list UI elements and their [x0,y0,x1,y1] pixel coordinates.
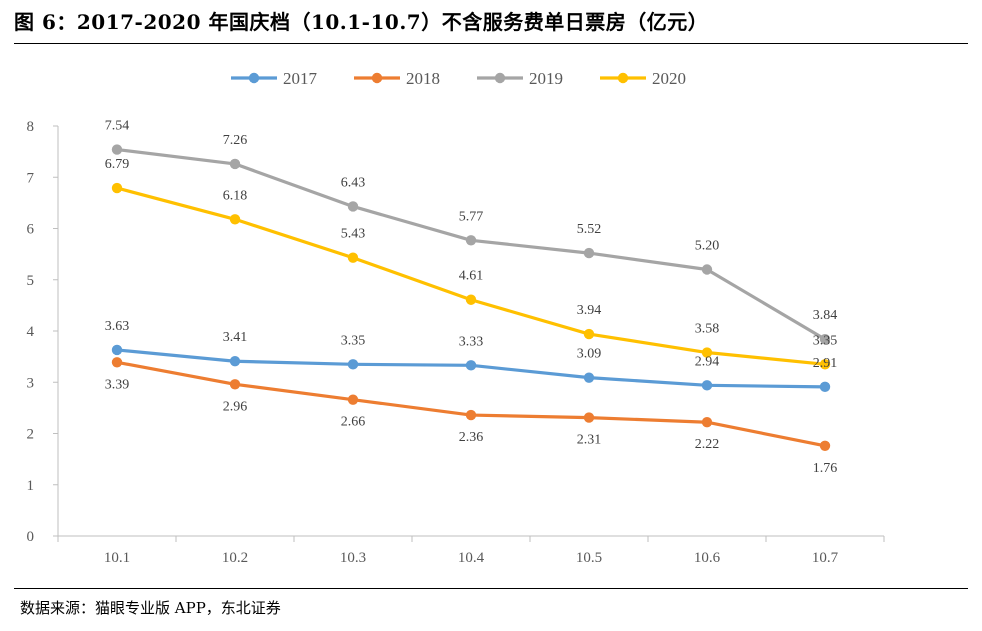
data-label-2017: 3.33 [459,334,484,349]
data-label-2017: 3.09 [577,347,602,362]
x-tick-label: 10.1 [104,550,130,566]
data-point-2019 [229,158,241,170]
x-tick-label: 10.4 [458,550,485,566]
y-tick-label: 4 [27,324,35,340]
data-point-2017 [465,360,477,371]
chart-series [111,144,831,451]
data-point-2020 [819,359,831,370]
data-label-2020: 5.43 [341,227,366,242]
data-point-2017 [583,372,595,383]
y-tick-label: 2 [27,427,35,443]
data-point-2019 [347,201,359,212]
data-label-2017: 3.35 [341,333,366,348]
chart-axes: 0 1 2 3 4 5 6 7 8 10.1 10.2 10.3 10.4 10.5 10.6 10.7 [27,119,885,566]
data-point-2017 [701,380,713,391]
data-point-2020 [347,252,359,263]
legend-marker-2018 [371,72,383,84]
data-point-2019 [819,334,831,345]
data-label-2018: 2.36 [459,430,484,445]
data-point-2020 [465,294,477,305]
data-label-2017: 2.94 [695,354,720,369]
y-tick-label: 1 [27,478,35,494]
x-tick-label: 10.7 [812,550,839,566]
data-label-2018: 3.39 [105,377,130,392]
data-point-2020 [111,182,123,194]
data-label-2020: 6.79 [105,157,130,172]
bottom-rule [14,588,968,589]
data-point-2019 [111,144,123,155]
data-point-2018 [347,394,359,405]
data-label-2019: 3.84 [813,308,838,323]
data-label-2017: 2.91 [813,356,838,371]
data-label-2019: 6.43 [341,175,366,190]
data-point-2019 [465,235,477,246]
legend-label-2018: 2018 [406,69,440,88]
x-tick-label: 10.6 [694,550,721,566]
data-label-2018: 2.66 [341,415,366,430]
data-label-2018: 2.31 [577,433,602,448]
data-point-2020 [229,214,241,225]
figure-title: 图 6：2017-2020 年国庆档（10.1-10.7）不含服务费单日票房（亿… [14,10,709,34]
data-label-2018: 2.22 [695,437,720,452]
data-point-2019 [701,264,713,275]
chart-legend: 2017 2018 2019 2020 [231,69,686,88]
legend-label-2020: 2020 [652,69,686,88]
data-point-2017 [347,359,359,370]
data-label-2020: 4.61 [459,269,484,284]
data-point-2018 [819,440,831,451]
legend-marker-2020 [617,72,629,84]
data-point-2018 [465,409,477,421]
data-label-2018: 2.96 [223,399,248,414]
y-tick-label: 7 [27,170,35,186]
y-tick-label: 6 [27,222,35,238]
data-point-2017 [819,381,831,393]
data-point-2020 [701,347,713,358]
data-point-2018 [701,417,713,428]
legend-label-2017: 2017 [283,69,318,88]
legend-marker-2019 [494,72,506,84]
data-label-2020: 6.18 [223,188,248,203]
chart-data-labels: 3.63 3.41 3.35 3.33 3.09 2.94 2.91 3.39 2.96 2.66… [105,119,838,476]
data-point-2018 [583,412,595,423]
data-label-2019: 7.54 [105,119,130,134]
top-rule [14,43,968,44]
y-tick-label: 3 [27,375,35,391]
data-point-2018 [229,379,241,390]
x-tick-label: 10.3 [340,550,366,566]
data-label-2020: 3.58 [695,322,720,337]
data-label-2017: 3.63 [105,319,130,334]
y-tick-label: 0 [27,529,35,545]
data-label-2020: 3.94 [577,303,602,318]
source-note: 数据来源：猫眼专业版 APP，东北证券 [20,599,281,617]
data-point-2020 [583,328,595,340]
y-tick-label: 8 [27,119,35,135]
x-tick-label: 10.2 [222,550,248,566]
data-point-2017 [229,356,241,367]
x-tick-label: 10.5 [576,550,602,566]
data-label-2019: 5.77 [459,209,484,224]
data-label-2017: 3.41 [223,330,248,345]
data-label-2018: 1.76 [813,461,838,476]
data-point-2019 [583,247,595,259]
data-label-2019: 5.52 [577,222,602,237]
legend-marker-2017 [248,72,260,84]
data-label-2019: 5.20 [695,239,720,254]
data-point-2018 [111,357,123,368]
legend-label-2019: 2019 [529,69,563,88]
data-point-2017 [111,344,123,356]
y-tick-label: 5 [27,273,35,289]
data-label-2020: 3.35 [813,333,838,348]
line-chart: 2017 2018 2019 2020 0 1 2 3 4 5 6 7 8 10.1 10.2 10.3 10… [27,69,885,566]
data-label-2019: 7.26 [223,133,248,148]
